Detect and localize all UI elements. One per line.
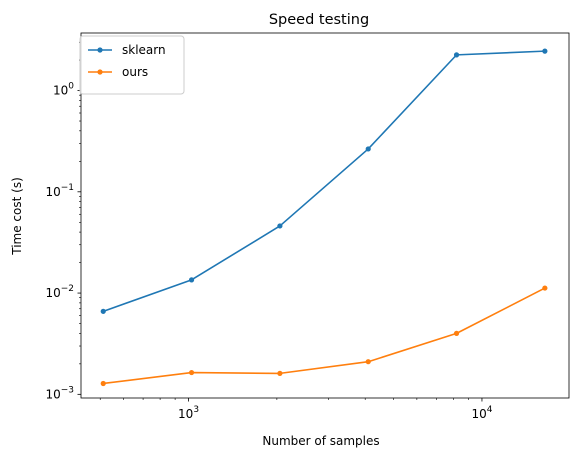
legend-marker-ours: [97, 69, 103, 75]
series-line-ours: [103, 287, 546, 385]
legend-marker-sklearn: [97, 47, 103, 53]
data-point-sklearn: [365, 146, 371, 152]
x-axis-title: Number of samples: [262, 434, 379, 448]
data-point-sklearn: [100, 308, 106, 314]
data-point-ours: [188, 369, 195, 376]
plot-frame: [80, 32, 570, 399]
chart-title: Speed testing: [269, 12, 369, 28]
legend: sklearn ours: [79, 35, 185, 95]
data-point-sklearn: [277, 223, 283, 229]
data-point-ours: [100, 380, 106, 387]
data-point-ours: [277, 370, 283, 376]
y-tick-label: 10−2: [45, 284, 74, 300]
y-tick-label: 10−3: [45, 385, 74, 401]
x-axis: 103 104: [99, 398, 493, 421]
x-tick-label: 103: [178, 405, 199, 421]
legend-label-ours: ours: [122, 65, 148, 79]
plot-lines: [100, 48, 548, 387]
y-axis-title: Time cost (s): [10, 177, 24, 256]
series-line-sklearn: [102, 50, 545, 313]
data-point-ours: [453, 330, 460, 336]
legend-label-sklearn: sklearn: [122, 43, 166, 57]
data-point-sklearn: [188, 277, 195, 283]
data-point-ours: [542, 285, 548, 291]
y-axis: 10−3 10−2 10−1 100: [45, 41, 81, 401]
data-point-sklearn: [542, 48, 548, 54]
data-point-ours: [365, 359, 371, 365]
x-tick-label: 104: [471, 405, 492, 421]
y-tick-label: 100: [53, 82, 74, 98]
data-point-sklearn: [453, 52, 460, 58]
y-tick-label: 10−1: [45, 183, 74, 199]
